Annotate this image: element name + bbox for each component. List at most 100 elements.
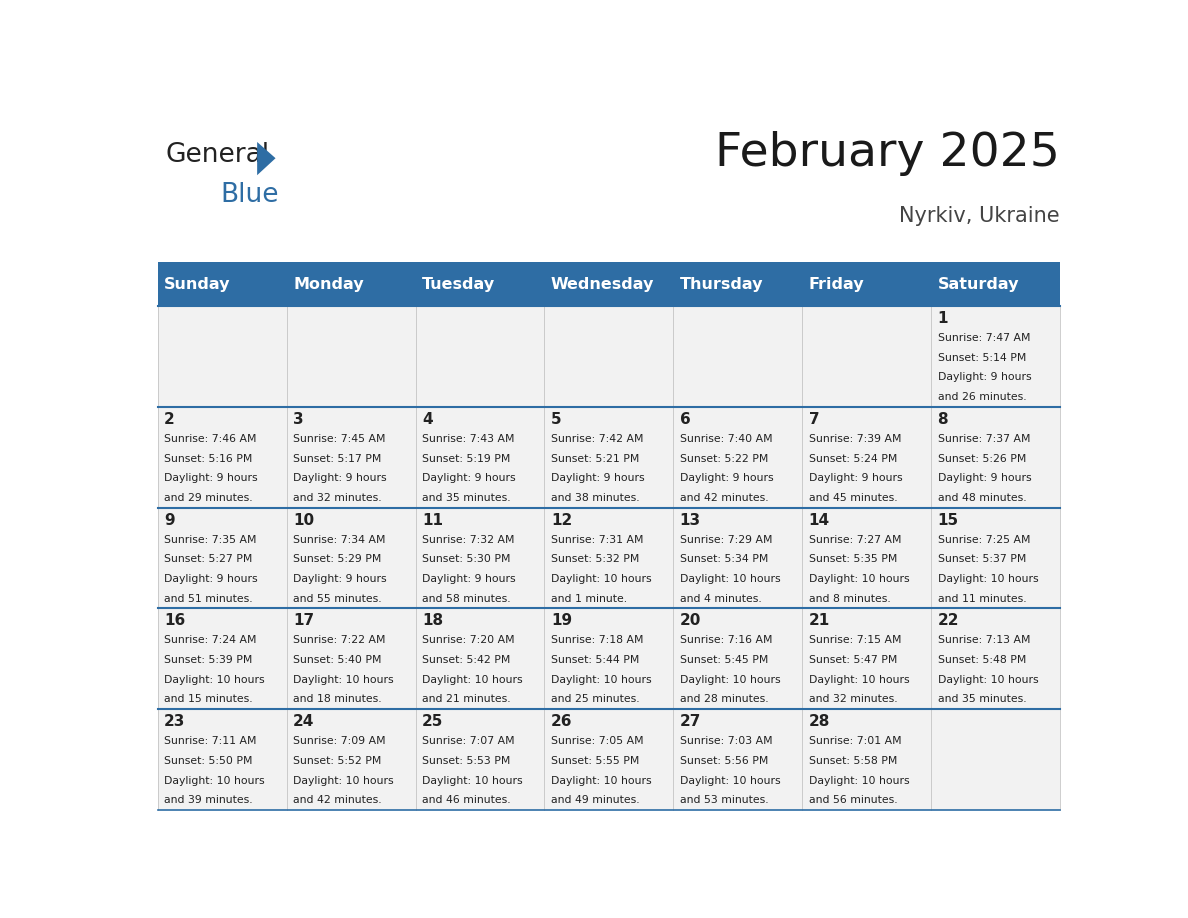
- Text: Sunset: 5:27 PM: Sunset: 5:27 PM: [164, 554, 253, 565]
- Text: and 38 minutes.: and 38 minutes.: [551, 493, 639, 503]
- Text: 27: 27: [680, 714, 701, 729]
- Bar: [158, 263, 286, 306]
- Text: Sunrise: 7:34 AM: Sunrise: 7:34 AM: [293, 534, 386, 544]
- Text: Sunset: 5:48 PM: Sunset: 5:48 PM: [937, 655, 1026, 666]
- Bar: [802, 609, 931, 709]
- Text: Sunday: Sunday: [164, 276, 230, 292]
- Bar: [544, 263, 674, 306]
- Text: 18: 18: [422, 613, 443, 628]
- Text: Sunrise: 7:40 AM: Sunrise: 7:40 AM: [680, 434, 772, 444]
- Text: Sunrise: 7:01 AM: Sunrise: 7:01 AM: [809, 736, 902, 746]
- Text: and 4 minutes.: and 4 minutes.: [680, 594, 762, 604]
- Text: and 32 minutes.: and 32 minutes.: [293, 493, 381, 503]
- Bar: [931, 508, 1060, 609]
- Text: Sunrise: 7:29 AM: Sunrise: 7:29 AM: [680, 534, 772, 544]
- Text: and 42 minutes.: and 42 minutes.: [680, 493, 769, 503]
- Bar: [931, 263, 1060, 306]
- Text: and 42 minutes.: and 42 minutes.: [293, 795, 381, 805]
- Text: 19: 19: [551, 613, 571, 628]
- Text: Daylight: 9 hours: Daylight: 9 hours: [937, 473, 1031, 483]
- Bar: [286, 609, 416, 709]
- Text: Sunrise: 7:43 AM: Sunrise: 7:43 AM: [422, 434, 514, 444]
- Text: Sunrise: 7:13 AM: Sunrise: 7:13 AM: [937, 635, 1030, 645]
- Text: Sunset: 5:37 PM: Sunset: 5:37 PM: [937, 554, 1026, 565]
- Text: and 53 minutes.: and 53 minutes.: [680, 795, 769, 805]
- Text: Sunset: 5:14 PM: Sunset: 5:14 PM: [937, 353, 1026, 363]
- Text: and 18 minutes.: and 18 minutes.: [293, 694, 381, 704]
- Text: Sunrise: 7:35 AM: Sunrise: 7:35 AM: [164, 534, 257, 544]
- Text: Nyrkiv, Ukraine: Nyrkiv, Ukraine: [899, 206, 1060, 226]
- Bar: [286, 263, 416, 306]
- Text: Sunset: 5:58 PM: Sunset: 5:58 PM: [809, 756, 897, 766]
- Bar: [674, 407, 802, 508]
- Bar: [544, 709, 674, 810]
- Text: and 56 minutes.: and 56 minutes.: [809, 795, 897, 805]
- Text: 21: 21: [809, 613, 830, 628]
- Text: Sunrise: 7:45 AM: Sunrise: 7:45 AM: [293, 434, 386, 444]
- Text: Daylight: 10 hours: Daylight: 10 hours: [809, 574, 909, 584]
- Text: Daylight: 10 hours: Daylight: 10 hours: [809, 675, 909, 685]
- Text: 12: 12: [551, 512, 573, 528]
- Text: Sunset: 5:53 PM: Sunset: 5:53 PM: [422, 756, 511, 766]
- Text: Sunset: 5:44 PM: Sunset: 5:44 PM: [551, 655, 639, 666]
- Text: Daylight: 9 hours: Daylight: 9 hours: [422, 574, 516, 584]
- Text: Sunrise: 7:46 AM: Sunrise: 7:46 AM: [164, 434, 257, 444]
- Text: 16: 16: [164, 613, 185, 628]
- Text: Sunrise: 7:16 AM: Sunrise: 7:16 AM: [680, 635, 772, 645]
- Text: Daylight: 9 hours: Daylight: 9 hours: [551, 473, 644, 483]
- Text: Daylight: 10 hours: Daylight: 10 hours: [164, 776, 265, 786]
- Text: Sunset: 5:40 PM: Sunset: 5:40 PM: [293, 655, 381, 666]
- Text: Daylight: 9 hours: Daylight: 9 hours: [164, 574, 258, 584]
- Text: Sunrise: 7:42 AM: Sunrise: 7:42 AM: [551, 434, 644, 444]
- Text: and 51 minutes.: and 51 minutes.: [164, 594, 253, 604]
- Text: Sunset: 5:21 PM: Sunset: 5:21 PM: [551, 453, 639, 464]
- Text: Sunset: 5:16 PM: Sunset: 5:16 PM: [164, 453, 253, 464]
- Text: 11: 11: [422, 512, 443, 528]
- Bar: [544, 609, 674, 709]
- Bar: [674, 263, 802, 306]
- Text: Daylight: 9 hours: Daylight: 9 hours: [422, 473, 516, 483]
- Text: Sunset: 5:17 PM: Sunset: 5:17 PM: [293, 453, 381, 464]
- Text: Sunrise: 7:07 AM: Sunrise: 7:07 AM: [422, 736, 514, 746]
- Text: 13: 13: [680, 512, 701, 528]
- Bar: [416, 609, 544, 709]
- Text: Sunrise: 7:18 AM: Sunrise: 7:18 AM: [551, 635, 644, 645]
- Text: Wednesday: Wednesday: [551, 276, 655, 292]
- Text: and 26 minutes.: and 26 minutes.: [937, 392, 1026, 402]
- Text: Daylight: 9 hours: Daylight: 9 hours: [937, 373, 1031, 383]
- Text: Daylight: 10 hours: Daylight: 10 hours: [551, 675, 651, 685]
- Text: 23: 23: [164, 714, 185, 729]
- Text: 26: 26: [551, 714, 573, 729]
- Text: Sunrise: 7:39 AM: Sunrise: 7:39 AM: [809, 434, 902, 444]
- Text: Blue: Blue: [220, 183, 279, 208]
- Text: Sunset: 5:24 PM: Sunset: 5:24 PM: [809, 453, 897, 464]
- Bar: [674, 709, 802, 810]
- Text: Daylight: 10 hours: Daylight: 10 hours: [293, 776, 393, 786]
- Text: Daylight: 10 hours: Daylight: 10 hours: [551, 776, 651, 786]
- Bar: [674, 609, 802, 709]
- Text: Sunset: 5:30 PM: Sunset: 5:30 PM: [422, 554, 511, 565]
- Bar: [802, 407, 931, 508]
- Text: Daylight: 9 hours: Daylight: 9 hours: [293, 574, 386, 584]
- Text: and 32 minutes.: and 32 minutes.: [809, 694, 897, 704]
- Text: 3: 3: [293, 411, 304, 427]
- Bar: [802, 263, 931, 306]
- Text: and 29 minutes.: and 29 minutes.: [164, 493, 253, 503]
- Text: and 35 minutes.: and 35 minutes.: [422, 493, 511, 503]
- Text: Tuesday: Tuesday: [422, 276, 495, 292]
- Text: and 48 minutes.: and 48 minutes.: [937, 493, 1026, 503]
- Text: Sunrise: 7:27 AM: Sunrise: 7:27 AM: [809, 534, 902, 544]
- Text: Sunrise: 7:11 AM: Sunrise: 7:11 AM: [164, 736, 257, 746]
- Text: 28: 28: [809, 714, 830, 729]
- Text: and 39 minutes.: and 39 minutes.: [164, 795, 253, 805]
- Text: 25: 25: [422, 714, 443, 729]
- Text: Sunset: 5:56 PM: Sunset: 5:56 PM: [680, 756, 769, 766]
- Text: Sunrise: 7:47 AM: Sunrise: 7:47 AM: [937, 333, 1030, 343]
- Text: 17: 17: [293, 613, 314, 628]
- Text: Sunset: 5:52 PM: Sunset: 5:52 PM: [293, 756, 381, 766]
- Text: 7: 7: [809, 411, 820, 427]
- Text: 9: 9: [164, 512, 175, 528]
- Text: Daylight: 9 hours: Daylight: 9 hours: [164, 473, 258, 483]
- Text: Daylight: 10 hours: Daylight: 10 hours: [680, 574, 781, 584]
- Bar: [544, 407, 674, 508]
